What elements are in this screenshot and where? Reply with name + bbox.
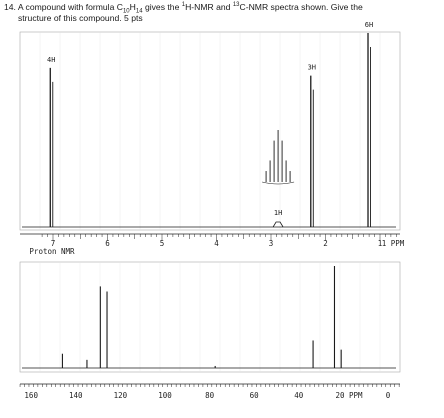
h-nmr-peak-label: 3H: [308, 64, 316, 72]
h-nmr-peak-label: 1H: [274, 209, 282, 217]
question-line1: A compound with formula C10H14 gives the…: [17, 2, 363, 15]
question-line2: structure of this compound. 5 pts: [18, 13, 143, 23]
h-nmr-peak-label: 4H: [47, 56, 55, 64]
c-nmr-tick-label: 140: [69, 391, 83, 400]
c-nmr-tick-label: 0: [386, 391, 391, 400]
h-nmr-multiplet-base: [262, 181, 295, 185]
c-nmr-tick-label: 40: [294, 391, 304, 400]
c-nmr-tick-label: 120: [114, 391, 128, 400]
c-nmr-spectrum: 160 140 120 100 80 60 40 0 20 PPM: [19, 261, 401, 400]
h-nmr-tick-label: 4: [214, 239, 219, 248]
h-nmr-spectrum: 4H 1H 3H 6H 7 6 5 4 3 2 1 Proton NMR 1 PPM: [19, 21, 405, 256]
h-nmr-frame: [19, 31, 401, 231]
h-nmr-tick-label: 1: [378, 239, 383, 248]
h-nmr-tick-label: 2: [323, 239, 328, 248]
c-nmr-unit-label: 20 PPM: [335, 391, 363, 400]
question-number: 14.: [4, 2, 16, 12]
c-nmr-tick-label: 80: [205, 391, 215, 400]
h-nmr-tick-label: 7: [51, 239, 56, 248]
c-nmr-tick-label: 60: [250, 391, 260, 400]
h-nmr-tick-label: 6: [105, 239, 110, 248]
h-nmr-unit-label: 1 PPM: [382, 239, 405, 248]
c-nmr-frame: [19, 261, 401, 373]
h-nmr-axis-label: Proton NMR: [29, 247, 75, 256]
c-nmr-tick-label: 160: [24, 391, 38, 400]
h-nmr-tick-label: 5: [160, 239, 165, 248]
h-nmr-tick-label: 3: [269, 239, 274, 248]
c-nmr-tick-label: 100: [158, 391, 172, 400]
h-nmr-peak-label: 6H: [365, 21, 373, 29]
question-text: 14. A compound with formula C10H14 gives…: [4, 2, 440, 24]
h-nmr-peak: [272, 221, 284, 228]
